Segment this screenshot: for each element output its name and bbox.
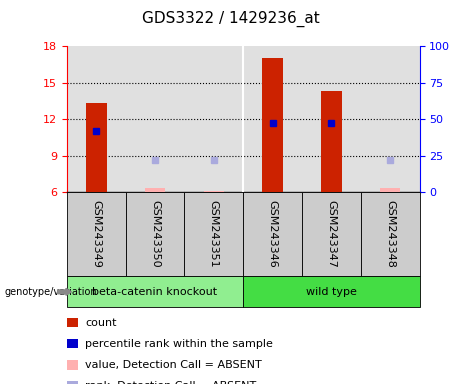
Text: count: count bbox=[85, 318, 117, 328]
Text: GSM243346: GSM243346 bbox=[267, 200, 278, 268]
Text: genotype/variation: genotype/variation bbox=[5, 287, 97, 297]
Text: GSM243350: GSM243350 bbox=[150, 200, 160, 268]
Bar bbox=[380, 189, 401, 192]
Text: GSM243351: GSM243351 bbox=[209, 200, 219, 268]
Text: wild type: wild type bbox=[306, 287, 357, 297]
Bar bbox=[145, 189, 165, 192]
Bar bbox=[86, 103, 106, 192]
Bar bbox=[203, 191, 224, 192]
Text: beta-catenin knockout: beta-catenin knockout bbox=[93, 287, 218, 297]
Text: GDS3322 / 1429236_at: GDS3322 / 1429236_at bbox=[142, 11, 319, 27]
Bar bbox=[321, 91, 342, 192]
Bar bbox=[262, 58, 283, 192]
Text: percentile rank within the sample: percentile rank within the sample bbox=[85, 339, 273, 349]
Text: GSM243349: GSM243349 bbox=[91, 200, 101, 268]
Text: GSM243347: GSM243347 bbox=[326, 200, 337, 268]
Text: GSM243348: GSM243348 bbox=[385, 200, 395, 268]
Text: rank, Detection Call = ABSENT: rank, Detection Call = ABSENT bbox=[85, 381, 256, 384]
Text: value, Detection Call = ABSENT: value, Detection Call = ABSENT bbox=[85, 360, 262, 370]
